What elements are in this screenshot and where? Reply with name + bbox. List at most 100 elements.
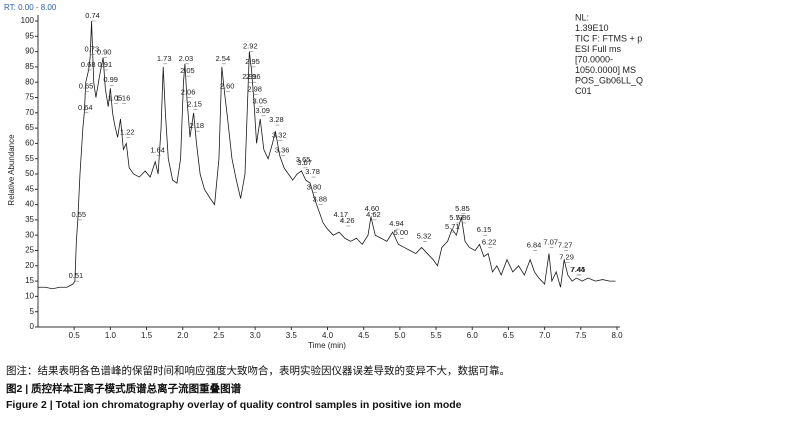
peak-label: 1.16 (116, 94, 131, 103)
info-line: POS_Gb06LL_Q (575, 75, 643, 85)
peak-label: 0.65 (79, 81, 94, 90)
y-axis-label: Relative Abundance (7, 134, 16, 206)
peak-label: 3.09 (255, 106, 270, 115)
peak-label: 7.27 (558, 240, 573, 249)
y-tick-label: 40 (25, 200, 34, 209)
info-line: TIC F: FTMS + p (575, 33, 642, 43)
peak-label: 5.00 (394, 228, 409, 237)
caption-title-en: Figure 2 | Total ion chromatography over… (6, 399, 462, 411)
y-tick-label: 55 (25, 154, 34, 163)
x-tick-label: 4.5 (358, 331, 370, 340)
peak-label: 2.54 (216, 54, 231, 63)
x-tick-label: 3.5 (286, 331, 298, 340)
x-tick-label: 7.5 (575, 331, 587, 340)
peak-label: 3.80 (307, 182, 322, 191)
info-line: ESI Full ms (575, 44, 622, 54)
info-line: C01 (575, 86, 592, 96)
peak-label: 4.94 (389, 219, 404, 228)
y-tick-label: 10 (25, 292, 34, 301)
peak-label: 3.65 (296, 155, 311, 164)
x-tick-label: 6.5 (503, 331, 515, 340)
peak-label: 3.67 (297, 158, 312, 167)
x-tick-label: 1.5 (141, 331, 153, 340)
y-tick-label: 0 (30, 322, 35, 331)
x-tick-label: 2.0 (177, 331, 189, 340)
peak-label: 7.29 (559, 253, 574, 262)
x-tick-label: 1.0 (105, 331, 117, 340)
peak-label: 0.64 (78, 103, 93, 112)
y-tick-label: 35 (25, 215, 34, 224)
peak-label: 6.15 (477, 225, 492, 234)
y-tick-label: 85 (25, 62, 34, 71)
peak-label: 3.28 (269, 115, 284, 124)
peak-label: 0.68 (81, 60, 96, 69)
y-tick-label: 20 (25, 261, 34, 270)
chart: RT: 0.00 - 8.00 Time (min) Relative Abun… (4, 3, 643, 350)
peak-label: 2.15 (187, 100, 202, 109)
peak-label: 6.84 (527, 240, 542, 249)
peak-label: 2.05 (180, 66, 195, 75)
y-tick-label: 80 (25, 77, 34, 86)
x-tick-label: 4.0 (322, 331, 334, 340)
x-tick-label: 0.5 (69, 331, 81, 340)
caption-title-cn: 图2 | 质控样本正离子模式质谱总离子流图重叠图谱 (6, 383, 242, 395)
x-tick-label: 6.0 (467, 331, 479, 340)
peak-label: 2.60 (220, 81, 235, 90)
y-tick-label: 45 (25, 184, 34, 193)
peak-label: 4.17 (333, 210, 348, 219)
x-tick-label: 8.0 (611, 331, 623, 340)
peak-label: 5.86 (456, 213, 471, 222)
y-tick-label: 100 (21, 16, 35, 25)
y-tick-label: 65 (25, 123, 34, 132)
peak-label: 2.92 (243, 42, 258, 51)
peak-label: 5.71 (445, 222, 460, 231)
y-tick-label: 95 (25, 31, 34, 40)
peak-label: 1.22 (120, 127, 135, 136)
peak-label: 2.98 (247, 84, 262, 93)
peak-label: 2.95 (245, 57, 260, 66)
x-tick-label: 5.0 (394, 331, 406, 340)
peak-label: 1.64 (150, 146, 165, 155)
peak-label: 0.73 (85, 45, 100, 54)
info-line: [70.0000- (575, 54, 613, 64)
peak-label: 4.62 (366, 210, 381, 219)
peak-label: 1.05 (108, 94, 123, 103)
rt-range: RT: 0.00 - 8.00 (4, 3, 57, 12)
peak-label: 2.96 (246, 72, 261, 81)
y-tick-label: 70 (25, 108, 34, 117)
peak-label: 3.05 (252, 97, 267, 106)
y-tick-label: 25 (25, 246, 34, 255)
peak-label: 7.45 (571, 265, 586, 274)
peak-label: 6.22 (482, 237, 497, 246)
peak-label: 3.32 (272, 130, 287, 139)
peak-label: 7.07 (543, 237, 558, 246)
peak-label: 3.78 (305, 167, 320, 176)
x-tick-label: 5.5 (431, 331, 443, 340)
trace (38, 20, 616, 290)
peak-label: 3.36 (275, 146, 290, 155)
info-line: NL: (575, 12, 589, 22)
peak-label: 0.55 (72, 210, 87, 219)
peak-label: 0.99 (103, 75, 118, 84)
y-tick-label: 90 (25, 47, 34, 56)
x-axis-label: Time (min) (308, 341, 346, 350)
peak-label: 4.60 (365, 204, 380, 213)
peak-label: 0.51 (69, 271, 84, 280)
peak-label: 5.77 (449, 213, 464, 222)
peak-label: 4.26 (340, 216, 355, 225)
x-tick-label: 3.0 (250, 331, 262, 340)
y-tick-label: 50 (25, 169, 34, 178)
peak-label: 1.73 (157, 54, 172, 63)
peak-label: 0.74 (85, 11, 100, 20)
peak-label: 5.85 (455, 204, 470, 213)
y-tick-label: 5 (30, 307, 35, 316)
caption-note: 图注：结果表明各色谱峰的保留时间和响应强度大致吻合，表明实验因仪器误差导致的变异… (6, 365, 510, 377)
y-tick-label: 75 (25, 93, 34, 102)
peak-label: 7.44 (570, 265, 585, 274)
peak-label: 0.90 (97, 48, 112, 57)
info-line: 1.39E10 (575, 23, 609, 33)
y-tick-label: 15 (25, 276, 34, 285)
peak-label: 0.91 (98, 60, 113, 69)
peak-label: 2.06 (181, 87, 196, 96)
